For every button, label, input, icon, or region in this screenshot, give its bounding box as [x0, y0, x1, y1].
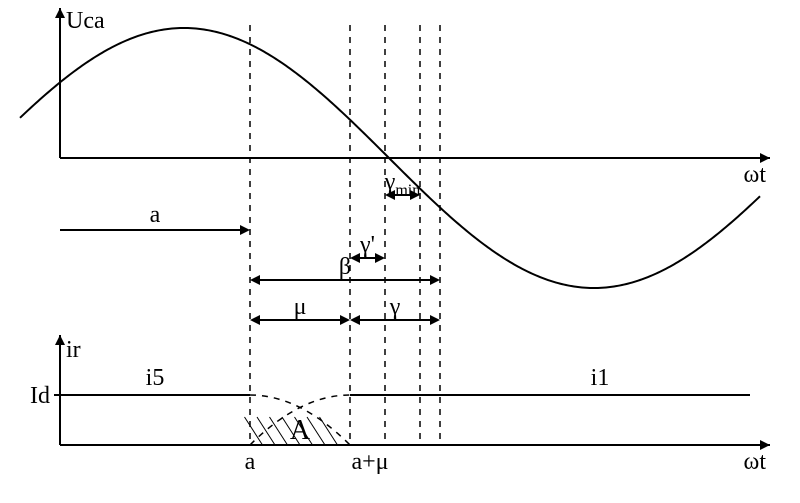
A-label: A — [290, 415, 311, 446]
dim-gamma-min-label: γmin — [384, 169, 421, 199]
dim-alpha-label: a — [150, 202, 161, 228]
ir-label: ir — [66, 337, 81, 363]
i5-label: i5 — [146, 365, 165, 391]
i1-label: i1 — [591, 365, 610, 391]
dim-mu-label: μ — [294, 294, 307, 320]
dim-gamma-prime-label: γ' — [359, 232, 375, 258]
upper-wt-label: ωt — [744, 162, 767, 188]
a-mu-tick: a+μ — [351, 449, 388, 475]
lower-wt-label: ωt — [744, 449, 767, 475]
uca-label: Uca — [66, 8, 105, 34]
a-tick: a — [245, 449, 256, 475]
dim-beta-label: β — [339, 254, 351, 280]
id-label: Id — [30, 383, 50, 409]
dim-gamma-label: γ — [389, 294, 401, 320]
